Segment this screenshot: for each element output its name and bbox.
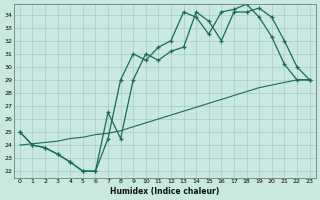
X-axis label: Humidex (Indice chaleur): Humidex (Indice chaleur): [110, 187, 219, 196]
